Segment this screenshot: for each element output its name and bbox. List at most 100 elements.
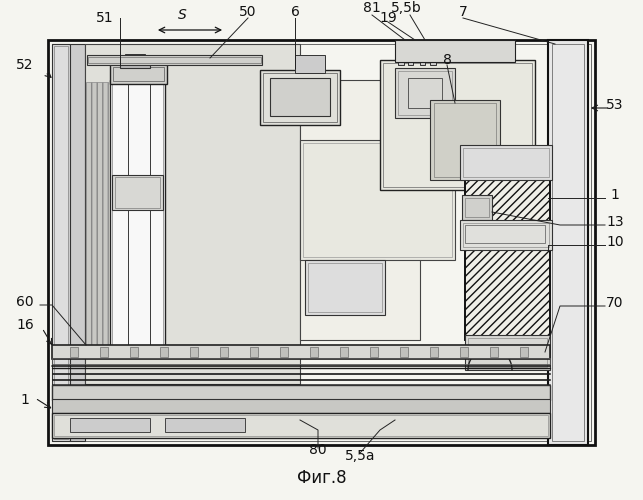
Bar bbox=[552, 44, 584, 441]
Bar bbox=[100, 347, 108, 357]
Circle shape bbox=[341, 288, 349, 296]
Text: 5,5a: 5,5a bbox=[345, 449, 376, 463]
Bar bbox=[112, 175, 163, 210]
Bar bbox=[465, 155, 550, 340]
Text: 8: 8 bbox=[442, 53, 451, 67]
Bar bbox=[300, 80, 420, 340]
Bar bbox=[395, 40, 515, 62]
Bar bbox=[383, 63, 532, 187]
Text: 70: 70 bbox=[606, 296, 624, 310]
Bar bbox=[48, 40, 595, 445]
Bar bbox=[400, 347, 408, 357]
Bar bbox=[408, 78, 442, 108]
Bar bbox=[263, 73, 337, 122]
Bar bbox=[165, 418, 245, 432]
Bar bbox=[52, 44, 591, 441]
Bar bbox=[370, 347, 378, 357]
Circle shape bbox=[435, 110, 485, 160]
Bar bbox=[54, 46, 68, 439]
Text: 13: 13 bbox=[606, 215, 624, 229]
Circle shape bbox=[358, 274, 366, 282]
Bar bbox=[465, 335, 550, 370]
Circle shape bbox=[537, 172, 543, 178]
Bar bbox=[87, 55, 262, 65]
Bar bbox=[303, 143, 452, 257]
Circle shape bbox=[445, 120, 475, 150]
Bar bbox=[52, 385, 550, 400]
Text: 7: 7 bbox=[458, 5, 467, 19]
Bar bbox=[110, 64, 167, 84]
Bar bbox=[54, 415, 548, 436]
Bar bbox=[408, 40, 413, 65]
Bar bbox=[70, 418, 150, 432]
Circle shape bbox=[358, 288, 366, 296]
Circle shape bbox=[341, 274, 349, 282]
Bar bbox=[465, 225, 545, 243]
Text: 60: 60 bbox=[16, 295, 34, 309]
Bar bbox=[250, 347, 258, 357]
Text: Фиг.8: Фиг.8 bbox=[296, 469, 347, 487]
Bar bbox=[463, 148, 549, 177]
Bar bbox=[430, 40, 436, 65]
Bar bbox=[295, 55, 325, 73]
Circle shape bbox=[304, 91, 316, 103]
Bar bbox=[125, 54, 145, 60]
Bar bbox=[52, 44, 70, 441]
Bar bbox=[112, 82, 163, 348]
Bar bbox=[340, 347, 348, 357]
Bar bbox=[380, 60, 535, 190]
Text: 52: 52 bbox=[16, 58, 33, 72]
Text: 16: 16 bbox=[16, 318, 34, 332]
Bar bbox=[420, 40, 425, 65]
Circle shape bbox=[324, 288, 332, 296]
Bar bbox=[70, 44, 85, 441]
Bar bbox=[548, 40, 588, 445]
Bar bbox=[490, 347, 498, 357]
Text: 1: 1 bbox=[21, 393, 30, 407]
Text: 80: 80 bbox=[309, 443, 327, 457]
Bar bbox=[260, 70, 340, 125]
Circle shape bbox=[480, 145, 500, 165]
Bar bbox=[460, 220, 552, 250]
Bar bbox=[86, 82, 108, 348]
Text: 81: 81 bbox=[363, 1, 381, 15]
Bar bbox=[52, 358, 550, 364]
Bar bbox=[305, 260, 385, 315]
Bar bbox=[190, 347, 198, 357]
Bar bbox=[430, 347, 438, 357]
Text: 6: 6 bbox=[291, 5, 300, 19]
Circle shape bbox=[324, 274, 332, 282]
Bar bbox=[300, 140, 455, 260]
Bar bbox=[110, 80, 165, 350]
Circle shape bbox=[298, 85, 322, 109]
Bar bbox=[70, 347, 78, 357]
Text: 10: 10 bbox=[606, 235, 624, 249]
Bar bbox=[308, 263, 382, 312]
Bar bbox=[120, 58, 150, 68]
Bar bbox=[52, 345, 550, 359]
Bar bbox=[88, 57, 261, 63]
Bar bbox=[430, 100, 500, 180]
Bar bbox=[398, 71, 452, 115]
Bar bbox=[520, 347, 528, 357]
Bar bbox=[460, 347, 468, 357]
Bar bbox=[460, 145, 552, 180]
Bar bbox=[160, 347, 168, 357]
Bar bbox=[113, 67, 164, 81]
Text: 1: 1 bbox=[611, 188, 619, 202]
Text: 50: 50 bbox=[239, 5, 257, 19]
Bar bbox=[465, 198, 489, 217]
Bar bbox=[220, 347, 228, 357]
Bar bbox=[462, 195, 492, 220]
Text: 53: 53 bbox=[606, 98, 624, 112]
Bar bbox=[465, 155, 550, 340]
Bar bbox=[115, 177, 160, 208]
Text: 51: 51 bbox=[96, 11, 114, 25]
Bar bbox=[395, 68, 455, 118]
Text: S: S bbox=[177, 8, 186, 22]
Text: 19: 19 bbox=[379, 11, 397, 25]
Bar bbox=[85, 44, 300, 384]
Bar bbox=[52, 399, 550, 413]
Bar bbox=[463, 223, 549, 247]
Bar bbox=[468, 338, 547, 367]
